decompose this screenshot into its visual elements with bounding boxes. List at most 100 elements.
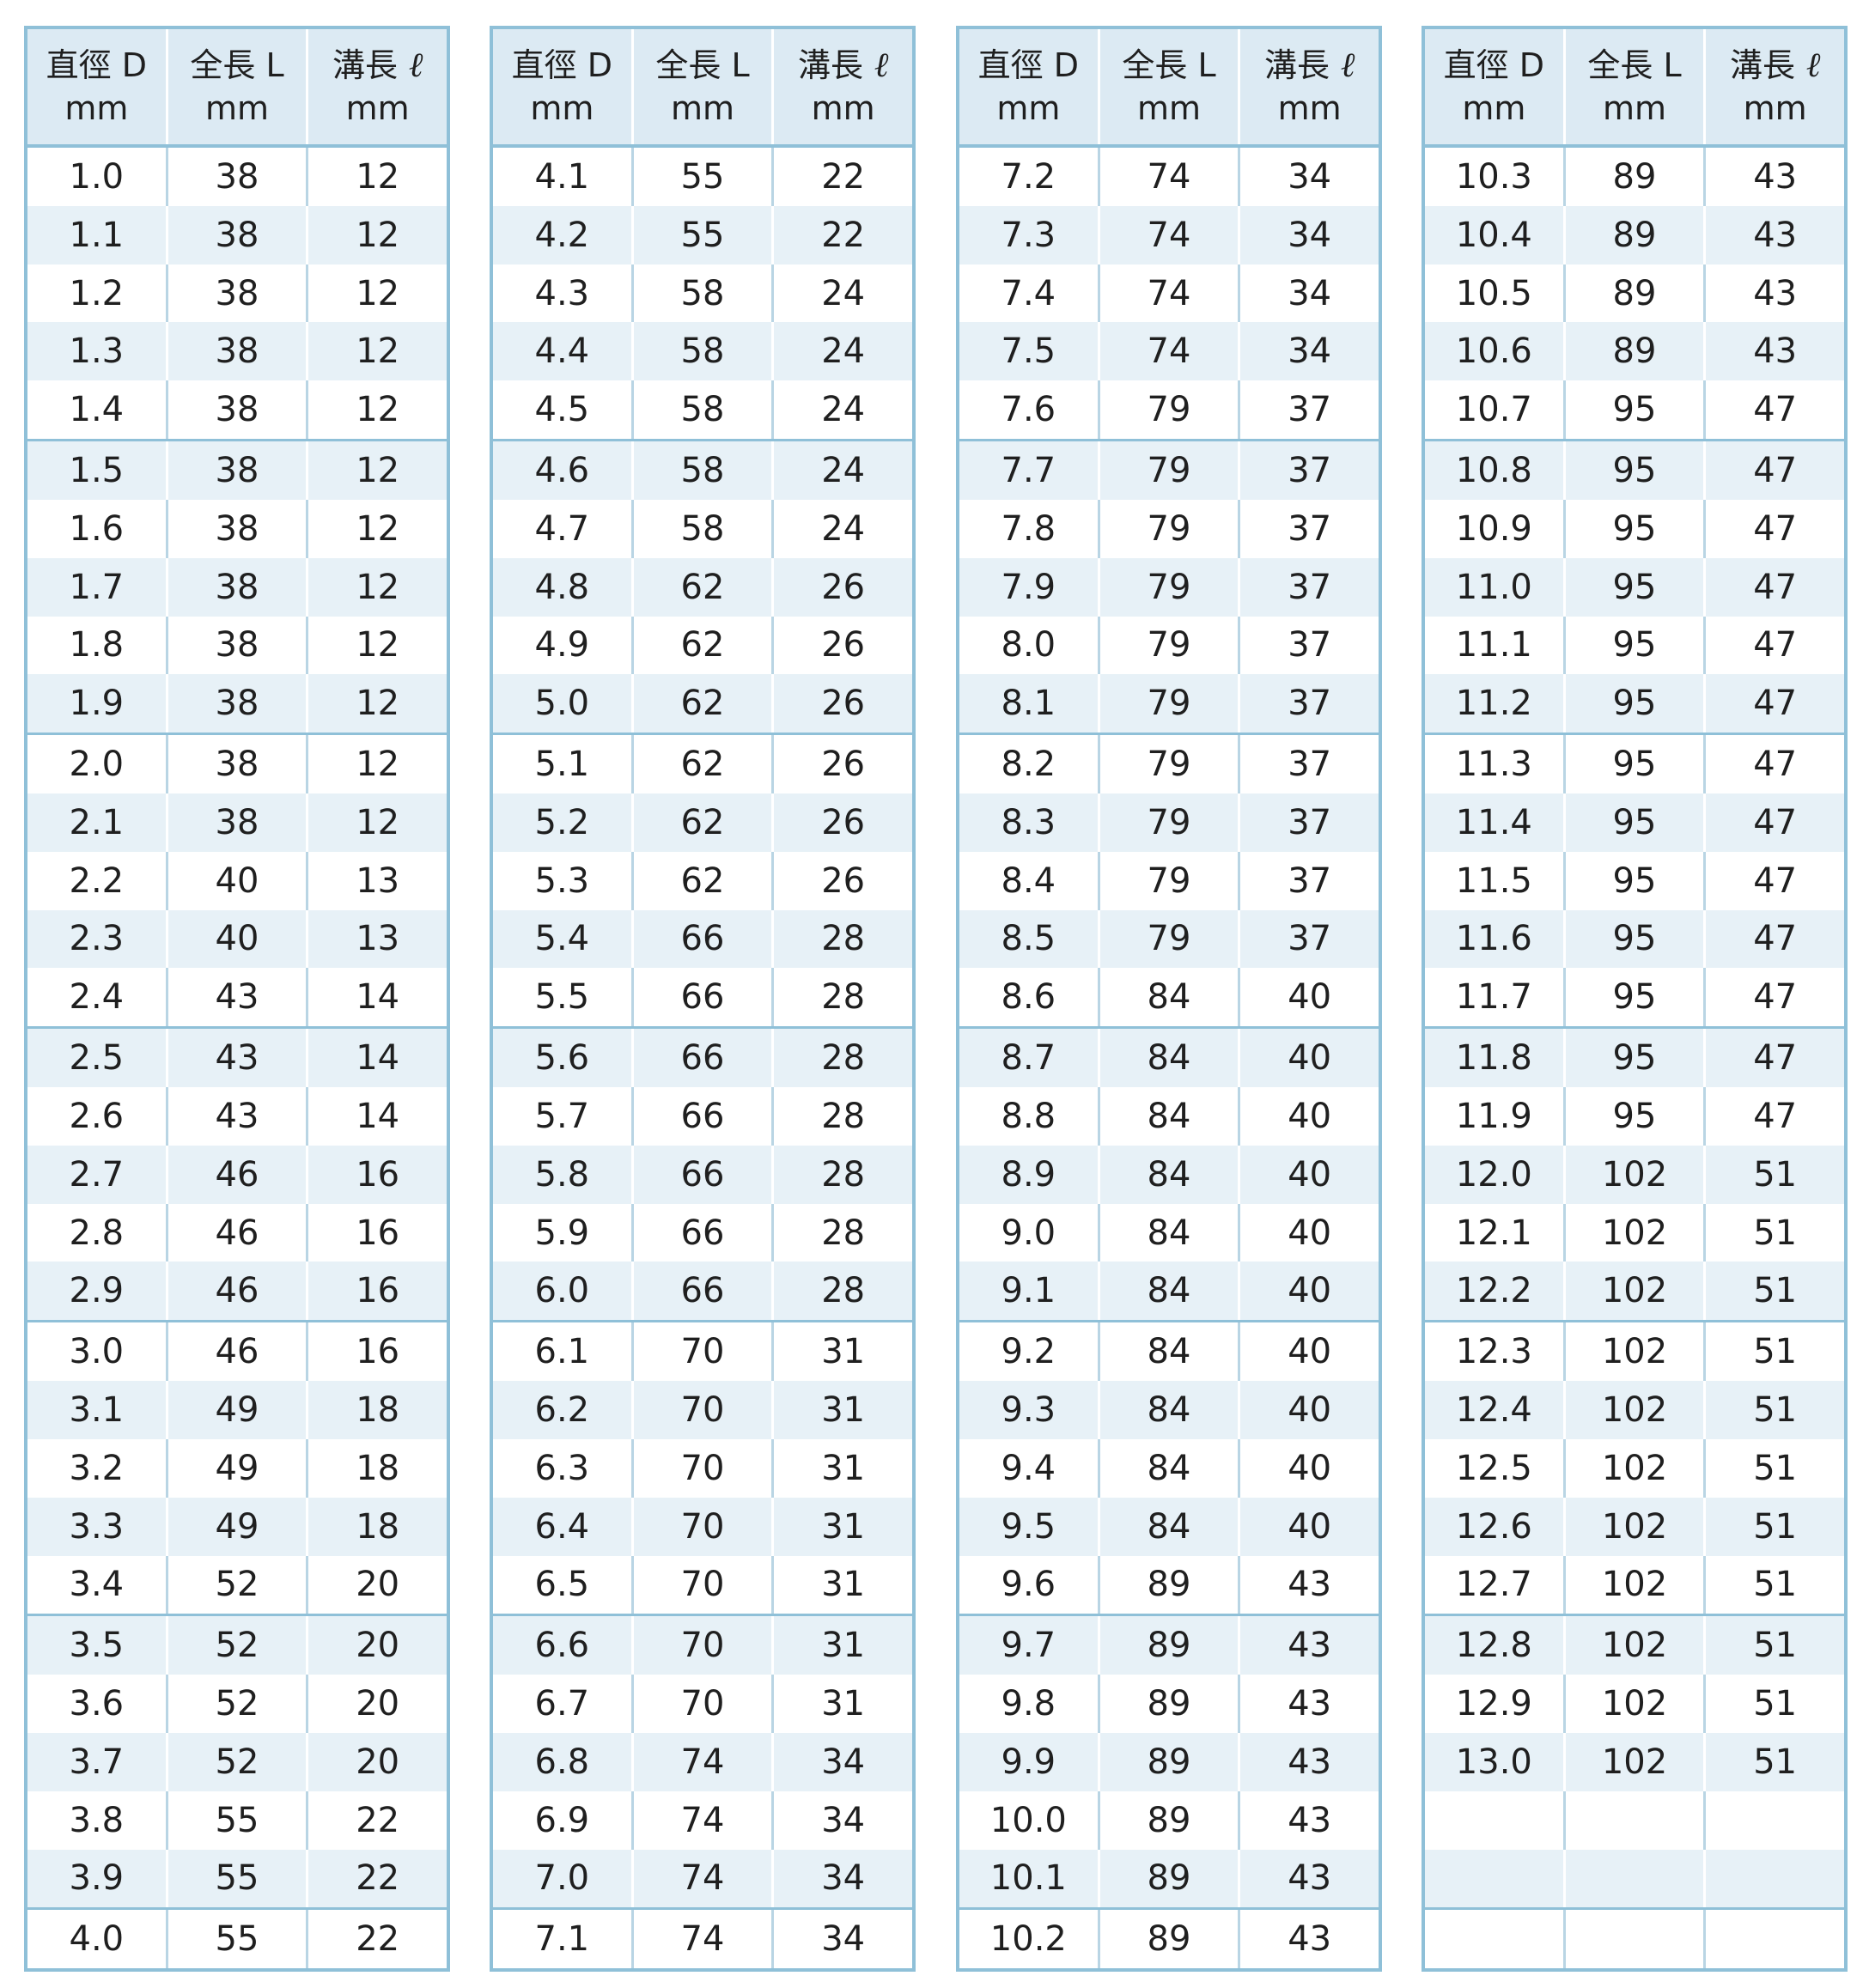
cell-overall-length: 66 bbox=[634, 1145, 775, 1204]
cell-diameter: 9.8 bbox=[959, 1675, 1100, 1733]
cell-diameter: 10.4 bbox=[1425, 205, 1566, 264]
cell-flute-length: 34 bbox=[1288, 215, 1332, 255]
table-row: 1.0 38 12 bbox=[27, 148, 447, 206]
table-row: 10.9 95 47 bbox=[1425, 499, 1844, 558]
table-row: 6.1 70 31 bbox=[493, 1320, 912, 1382]
cell-diameter: 6.8 bbox=[493, 1732, 634, 1791]
cell-diameter: 5.3 bbox=[493, 851, 634, 910]
cell-diameter: 12.5 bbox=[1425, 1438, 1566, 1498]
table-row: 8.5 79 37 bbox=[959, 909, 1379, 969]
cell-overall-length: 102 bbox=[1566, 1145, 1707, 1204]
cell-overall-length: 79 bbox=[1100, 616, 1241, 675]
table-row: 7.1 74 34 bbox=[493, 1907, 912, 1969]
table-row: 6.8 74 34 bbox=[493, 1732, 912, 1791]
cell-overall-length: 38 bbox=[168, 264, 309, 323]
cell-overall-length: 49 bbox=[168, 1497, 309, 1556]
table-body: 7.2 74 34 7.3 74 34 7.4 74 34 7.5 74 34 7.6 79 37 7.7 79… bbox=[959, 148, 1379, 1969]
cell-diameter: 6.0 bbox=[493, 1261, 634, 1321]
cell-diameter: 10.7 bbox=[1425, 380, 1566, 440]
cell-flute-length: 34 bbox=[821, 1919, 866, 1960]
cell-flute-length: 24 bbox=[821, 273, 866, 313]
cell-flute-length: 12 bbox=[356, 625, 400, 666]
cell-flute-length: 43 bbox=[1288, 1626, 1332, 1666]
table-row: 12.7 102 51 bbox=[1425, 1555, 1844, 1614]
table-row: 5.4 66 28 bbox=[493, 909, 912, 969]
table-row: 11.0 95 47 bbox=[1425, 557, 1844, 617]
cell-flute-length: 26 bbox=[821, 860, 866, 901]
table-row: 4.4 58 24 bbox=[493, 322, 912, 381]
cell-overall-length: 66 bbox=[634, 1261, 775, 1321]
cell-overall-length: 102 bbox=[1566, 1497, 1707, 1556]
table-row: 3.4 52 20 bbox=[27, 1555, 447, 1614]
table-row: 6.4 70 31 bbox=[493, 1497, 912, 1556]
cell-flute-length: 16 bbox=[356, 1332, 400, 1372]
cell-flute-length: 43 bbox=[1288, 1684, 1332, 1724]
cell-flute-length: 20 bbox=[356, 1565, 400, 1605]
cell-flute-length: 51 bbox=[1753, 1332, 1798, 1372]
table-row: 5.8 66 28 bbox=[493, 1145, 912, 1204]
cell-diameter: 5.0 bbox=[493, 674, 634, 733]
cell-flute-length: 34 bbox=[821, 1858, 866, 1899]
cell-diameter: 1.4 bbox=[27, 380, 168, 440]
header-overall-length: 全長 L mm bbox=[1566, 29, 1707, 144]
header-symbol: ℓ bbox=[1330, 46, 1355, 85]
cell-diameter: 1.7 bbox=[27, 557, 168, 617]
cell-overall-length: 58 bbox=[634, 322, 775, 381]
cell-flute-length: 37 bbox=[1288, 567, 1332, 607]
table-row: 7.3 74 34 bbox=[959, 205, 1379, 264]
table-row: 10.1 89 43 bbox=[959, 1849, 1379, 1908]
cell-diameter: 6.3 bbox=[493, 1438, 634, 1498]
table-row: 1.7 38 12 bbox=[27, 557, 447, 617]
cell-flute-length: 26 bbox=[821, 625, 866, 666]
header-name: 溝長 bbox=[1729, 46, 1795, 84]
cell-flute-length: 34 bbox=[1288, 331, 1332, 372]
header-unit: mm bbox=[530, 89, 594, 127]
cell-flute-length: 47 bbox=[1753, 1096, 1798, 1136]
cell-overall-length: 102 bbox=[1566, 1203, 1707, 1262]
cell-flute-length: 40 bbox=[1288, 977, 1332, 1018]
cell-flute-length: 51 bbox=[1753, 1271, 1798, 1311]
cell-diameter: 12.3 bbox=[1425, 1322, 1566, 1382]
header-name: 直徑 D bbox=[511, 46, 612, 84]
table-row: 5.1 62 26 bbox=[493, 733, 912, 793]
cell-flute-length: 34 bbox=[821, 1800, 866, 1840]
table-row: 11.2 95 47 bbox=[1425, 674, 1844, 733]
table-row: 3.7 52 20 bbox=[27, 1732, 447, 1791]
cell-overall-length: 66 bbox=[634, 1203, 775, 1262]
table-row: 4.7 58 24 bbox=[493, 499, 912, 558]
table-row: 8.1 79 37 bbox=[959, 674, 1379, 733]
header-symbol: ℓ bbox=[863, 46, 889, 85]
cell-diameter: 6.2 bbox=[493, 1381, 634, 1439]
cell-overall-length: 58 bbox=[634, 441, 775, 500]
cell-diameter: 1.3 bbox=[27, 322, 168, 381]
header-label: 全長 L bbox=[655, 44, 749, 87]
cell-diameter: 9.5 bbox=[959, 1497, 1100, 1556]
table-row: 1.5 38 12 bbox=[27, 439, 447, 500]
cell-flute-length: 51 bbox=[1753, 1742, 1798, 1782]
header-unit: mm bbox=[1462, 89, 1526, 127]
cell-flute-length: 47 bbox=[1753, 625, 1798, 666]
cell-overall-length: 52 bbox=[168, 1732, 309, 1791]
cell-overall-length: 89 bbox=[1100, 1616, 1241, 1675]
cell-overall-length: 79 bbox=[1100, 793, 1241, 852]
cell-flute-length: 16 bbox=[356, 1154, 400, 1195]
table-row: 2.2 40 13 bbox=[27, 851, 447, 910]
cell-overall-length: 84 bbox=[1100, 1322, 1241, 1382]
cell-diameter: 6.4 bbox=[493, 1497, 634, 1556]
cell-diameter: 7.0 bbox=[493, 1849, 634, 1908]
table-row: 5.5 66 28 bbox=[493, 968, 912, 1027]
header-label: 直徑 D bbox=[512, 44, 612, 87]
cell-overall-length: 58 bbox=[634, 380, 775, 440]
cell-diameter: 8.0 bbox=[959, 616, 1100, 675]
cell-diameter: 4.3 bbox=[493, 264, 634, 323]
table-row: 1.2 38 12 bbox=[27, 264, 447, 323]
cell-diameter: 11.9 bbox=[1425, 1087, 1566, 1146]
cell-overall-length: 58 bbox=[634, 499, 775, 558]
cell-overall-length: 89 bbox=[1100, 1675, 1241, 1733]
cell-overall-length: 95 bbox=[1566, 380, 1707, 440]
cell-flute-length: 14 bbox=[356, 1096, 400, 1136]
cell-overall-length: 38 bbox=[168, 148, 309, 206]
